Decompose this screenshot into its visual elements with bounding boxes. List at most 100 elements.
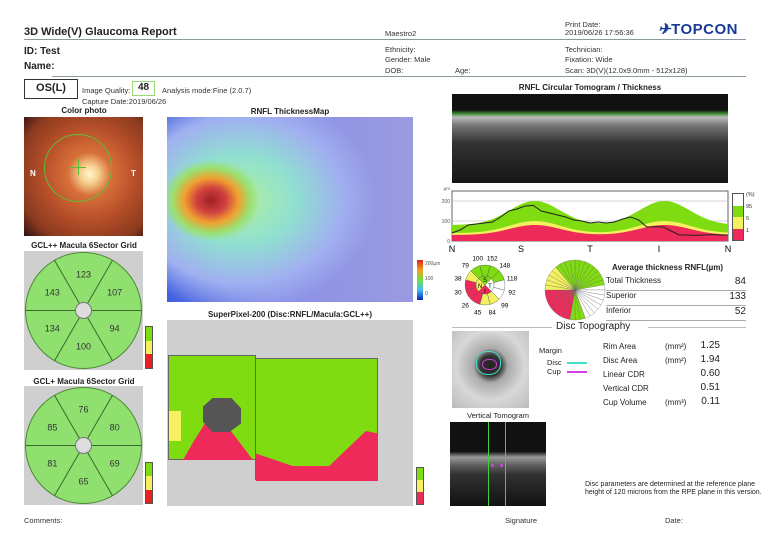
quadrant-label: I (484, 289, 486, 295)
clock-sector-value: 45 (474, 310, 482, 317)
disc-rnfl-grid (168, 355, 256, 460)
quadrant-label: S (483, 278, 487, 284)
fixation: Fixation: Wide (565, 55, 613, 64)
sector-value: 80 (110, 423, 120, 433)
thickness-pie-chart (544, 259, 606, 321)
date-label: Date: (665, 516, 683, 525)
y-tick-label: 200 (442, 199, 451, 205)
disc-line-icon (567, 362, 587, 364)
clock-sector-value: 152 (487, 255, 498, 262)
row-value: 133 (729, 291, 746, 302)
logo-text: TOPCON (671, 21, 738, 38)
sector-divider (83, 445, 113, 496)
x-tick-label: I (658, 244, 661, 254)
scan-circle (44, 134, 112, 202)
pie-slice (569, 259, 576, 291)
superpixel-legend (416, 467, 424, 505)
superpixel-title: SuperPixel-200 (Disc:RNFL/Macula:GCL++) (207, 310, 373, 319)
band-0-1 (452, 224, 728, 241)
avg-row-superior: Superior 133 (606, 291, 746, 306)
param-unit: (mm³) (665, 398, 687, 407)
param-unit: (mm²) (665, 342, 687, 351)
param-label: Rim Area (603, 342, 636, 351)
x-tick-label: N (449, 244, 456, 254)
rnfl-thickness-map (167, 117, 413, 302)
param-value: 1.25 (700, 340, 720, 351)
param-label: Linear CDR (603, 370, 645, 379)
sector-value: 76 (78, 405, 88, 415)
image-quality-label: Image Quality: (82, 86, 131, 95)
cup-legend-label: Cup (547, 367, 561, 376)
quadrant-sector (478, 284, 492, 295)
sector-divider (54, 310, 84, 361)
row-value: 84 (734, 276, 746, 287)
capture-date: Capture Date:2019/06/26 (82, 97, 167, 106)
fovea-center (75, 437, 92, 454)
macula-gcl-grid (255, 358, 378, 481)
clock-sector-value: 30 (454, 290, 462, 297)
cup-point (491, 464, 494, 467)
normative-legend-labels: (%) 95 5 1 (746, 189, 755, 237)
row-label: Inferior (606, 306, 631, 315)
disc-legend-label: Disc (547, 358, 562, 367)
fovea-center (75, 302, 92, 319)
sector-value: 69 (110, 459, 120, 469)
sector-value: 100 (76, 342, 91, 352)
margin-label: Margin (539, 346, 562, 355)
gclpp-sector-grid: 123 107 94 100 134 143 (24, 251, 143, 370)
sector-divider (54, 445, 84, 496)
sector-divider (83, 310, 113, 361)
sector-value: 85 (47, 423, 57, 433)
patient-id: ID: Test (24, 46, 60, 57)
legend-95: 95 (746, 204, 753, 210)
yellow-region (169, 411, 181, 441)
device-name: Maestro2 (385, 29, 417, 38)
row-label: Superior (606, 291, 637, 300)
age: Age: (455, 66, 471, 75)
clock-sector-value: 92 (508, 290, 516, 297)
print-date-label: Print Date: (565, 20, 601, 29)
disc-param-row: Rim Area (mm²) 1.25 (603, 340, 748, 356)
disc-param-row: Disc Area (mm²) 1.94 (603, 354, 748, 370)
print-date-value: 2019/06/26 17:56:36 (565, 28, 634, 37)
param-value: 0.60 (700, 368, 720, 379)
disc-boundary-left (488, 422, 489, 506)
vertical-tomogram-title: Vertical Tomogram (467, 411, 529, 420)
superpixel-map (167, 320, 413, 506)
cup-margin (482, 359, 497, 370)
param-label: Vertical CDR (603, 384, 649, 393)
colorbar-labels: 200µm 100 0 (425, 257, 440, 302)
print-date: Print Date: 2019/06/26 17:56:36 (565, 21, 634, 37)
legend-pct: (%) (746, 192, 755, 198)
clock-sector-value: 99 (501, 302, 509, 309)
image-quality-value: 48 (132, 81, 155, 96)
scale-max: 200µm (425, 261, 441, 267)
crosshair-vertical (78, 159, 79, 175)
measured-thickness-line (451, 204, 728, 236)
legend-5: 5 (746, 216, 750, 222)
gender: Gender: Male (385, 55, 431, 64)
sector-value: 107 (107, 288, 122, 298)
sector-divider (83, 260, 113, 311)
clock-sector-value: 100 (472, 255, 483, 262)
rnfl-thickness-graph: 200 100 0 µm N S T I N (442, 186, 732, 254)
row-value: 52 (734, 306, 746, 317)
sector-divider (54, 260, 84, 311)
disc-parameters-note: Disc parameters are determined at the re… (585, 481, 762, 496)
sector-value: 134 (45, 324, 60, 334)
sector-value: 81 (47, 459, 57, 469)
technician: Technician: (565, 45, 603, 54)
x-tick-label: N (725, 244, 732, 254)
param-value: 0.51 (700, 382, 720, 393)
quadrant-label: T (488, 284, 492, 290)
row-label: Total Thickness (606, 276, 661, 285)
clock-sector-value: 26 (462, 302, 470, 309)
sector-value: 94 (110, 324, 120, 334)
gclp-title: GCL+ Macula 6Sector Grid (33, 377, 135, 386)
disc-boundary-right (505, 422, 506, 506)
vertical-tomogram-image (450, 422, 546, 506)
clock-sector-value: 79 (462, 263, 470, 270)
param-value: 1.94 (700, 354, 720, 365)
gclp-sector-grid: 76 80 69 65 81 85 (24, 386, 143, 505)
scan-info: Scan: 3D(V)(12.0x9.0mm - 512x128) (565, 66, 688, 75)
